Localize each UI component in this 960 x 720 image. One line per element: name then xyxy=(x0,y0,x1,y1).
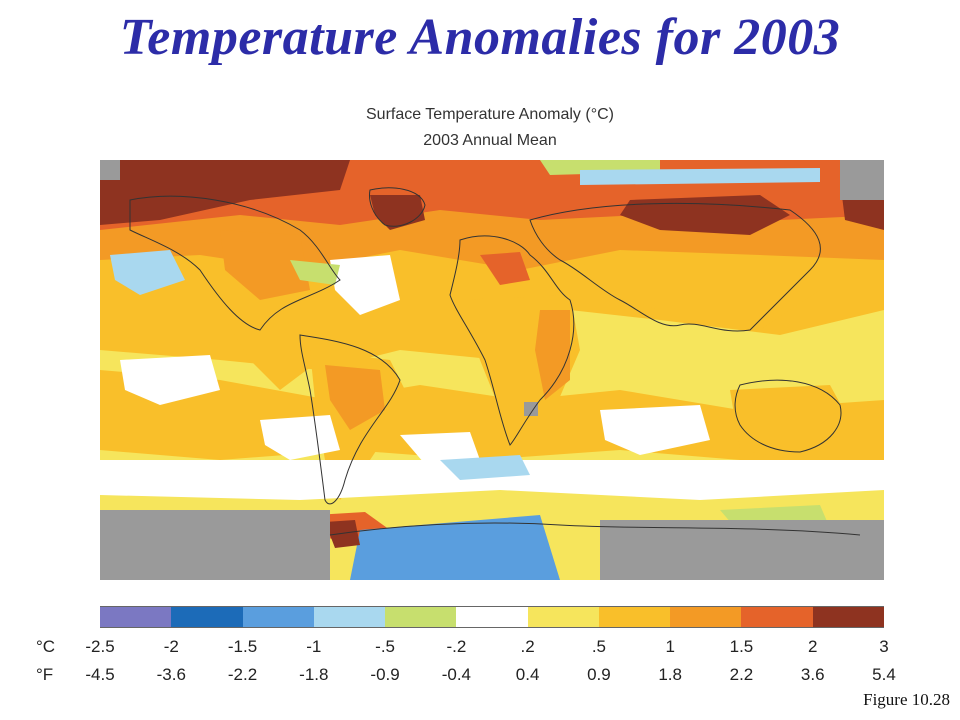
coastline-south-america xyxy=(299,334,401,505)
coastline-antarctica xyxy=(329,522,861,536)
celsius-unit-label: °C xyxy=(36,637,56,656)
fahrenheit-tick-label: -0.9 xyxy=(370,665,400,684)
slide-title: Temperature Anomalies for 2003 xyxy=(119,9,841,66)
color-scale-segment xyxy=(456,606,529,628)
fahrenheit-tick-label: 5.4 xyxy=(872,665,896,684)
celsius-tick-label: -.2 xyxy=(446,637,467,656)
celsius-tick-label: .2 xyxy=(520,637,535,656)
no-data-antarctica-left xyxy=(100,510,330,580)
fahrenheit-tick-label: -4.5 xyxy=(85,665,115,684)
coastline-greenland xyxy=(369,187,426,227)
anomaly-region-deep-orange-usa xyxy=(220,230,310,300)
fahrenheit-unit-label: °F xyxy=(36,665,54,684)
figure-caption: Figure 10.28 xyxy=(863,690,950,709)
anomaly-region-deep-orange-amazon xyxy=(325,365,385,430)
anomaly-region-white-southern-ocean xyxy=(100,460,884,500)
celsius-tick-label: 1.5 xyxy=(729,637,754,656)
coastline-australia xyxy=(734,379,842,453)
coastline-europe-africa xyxy=(449,235,575,446)
anomaly-region-blue-antarctica xyxy=(350,515,560,580)
fahrenheit-tick-label: 2.2 xyxy=(729,665,754,684)
color-scale-segment xyxy=(812,606,885,628)
color-scale-segment xyxy=(670,606,742,628)
color-scale-segment xyxy=(741,606,814,628)
anomaly-region-white-indian xyxy=(600,405,710,455)
celsius-tick-label: -.5 xyxy=(375,637,395,656)
color-scale-segment xyxy=(385,606,457,628)
fahrenheit-tick-label: -3.6 xyxy=(156,665,186,684)
temperature-anomaly-map xyxy=(100,160,884,580)
color-scale-segment xyxy=(313,606,386,628)
color-scale-segment xyxy=(598,606,671,628)
color-scale-segment xyxy=(242,606,315,628)
anomaly-region-light-blue-arctic-strip xyxy=(580,168,820,185)
celsius-tick-label: -2.5 xyxy=(85,637,115,656)
color-scale-segment xyxy=(100,606,172,628)
anomaly-region-orange-asia xyxy=(570,230,820,330)
color-scale-segment xyxy=(527,606,600,628)
anomaly-region-red-europe xyxy=(480,252,530,285)
celsius-tick-label: 2 xyxy=(807,637,818,656)
no-data-arctic-left xyxy=(100,160,120,180)
anomaly-region-white-pacific-west xyxy=(260,415,340,460)
celsius-tick-label: .5 xyxy=(591,637,606,656)
color-scale-bar xyxy=(100,606,885,628)
anomaly-region-dark-red-alaska xyxy=(100,160,350,225)
celsius-tick-label: -2 xyxy=(163,637,179,656)
celsius-tick-label: -1 xyxy=(306,637,322,656)
celsius-tick-label: 1 xyxy=(665,637,675,656)
fahrenheit-tick-label: -2.2 xyxy=(227,665,258,684)
anomaly-region-dark-red-antarctic-peninsula xyxy=(325,520,360,548)
coastline-north-america xyxy=(129,195,341,331)
no-data-patch xyxy=(524,402,538,416)
anomaly-region-orange-australia xyxy=(730,385,860,460)
coastline-outlines xyxy=(129,187,861,536)
anomaly-region-deep-orange-sahel xyxy=(535,310,570,400)
fahrenheit-tick-label: -1.8 xyxy=(299,665,329,684)
fahrenheit-tick-label: -0.4 xyxy=(441,665,472,684)
fahrenheit-tick-label: 0.9 xyxy=(587,665,611,684)
map-subtitle: 2003 Annual Mean xyxy=(423,132,557,149)
celsius-tick-label: 3 xyxy=(879,637,889,656)
color-scale-segment xyxy=(171,606,244,628)
fahrenheit-tick-label: 3.6 xyxy=(800,665,825,684)
no-data-antarctica-right xyxy=(600,520,884,580)
anomaly-region-dark-red-siberia xyxy=(620,195,790,235)
anomaly-region-green-canada xyxy=(290,260,340,285)
anomaly-region-white-pacific xyxy=(120,355,220,405)
anomaly-region-light-blue-north-pacific xyxy=(110,250,185,295)
fahrenheit-tick-label: 0.4 xyxy=(515,665,540,684)
celsius-tick-label: -1.5 xyxy=(227,637,258,656)
coastline-asia xyxy=(529,202,821,332)
map-graphic xyxy=(100,160,884,580)
map-title: Surface Temperature Anomaly (°C) xyxy=(366,106,614,123)
anomaly-region-white-atlantic xyxy=(330,255,400,315)
anomaly-region-light-blue-south-atlantic xyxy=(440,455,530,480)
fahrenheit-tick-label: 1.8 xyxy=(658,665,682,684)
no-data-arctic-right xyxy=(840,160,884,200)
